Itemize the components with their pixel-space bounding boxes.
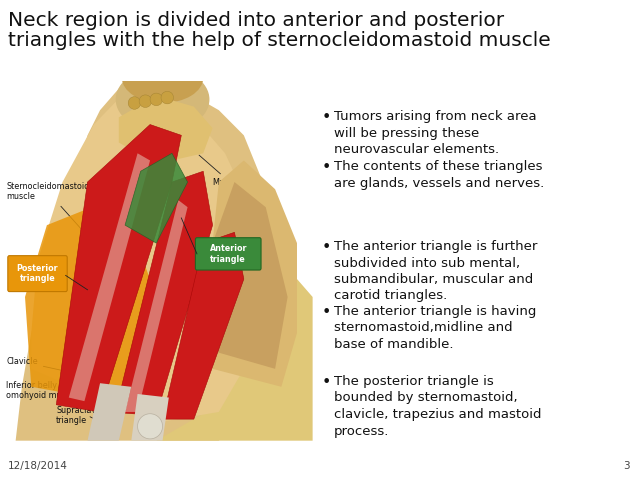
Text: •: • bbox=[322, 375, 331, 390]
Ellipse shape bbox=[150, 93, 163, 106]
Text: Supraclavicular
triangle: Supraclavicular triangle bbox=[56, 406, 119, 425]
FancyBboxPatch shape bbox=[8, 256, 67, 292]
Ellipse shape bbox=[122, 53, 204, 103]
Text: Clavicle: Clavicle bbox=[6, 357, 85, 376]
Polygon shape bbox=[56, 125, 181, 412]
FancyBboxPatch shape bbox=[195, 238, 261, 270]
Text: triangles with the help of sternocleidomastoid muscle: triangles with the help of sternocleidom… bbox=[8, 31, 551, 50]
Polygon shape bbox=[31, 92, 256, 423]
Ellipse shape bbox=[139, 95, 152, 107]
Polygon shape bbox=[125, 200, 188, 412]
Ellipse shape bbox=[128, 97, 140, 109]
Text: Anterior
triangle: Anterior triangle bbox=[209, 244, 247, 263]
Text: •: • bbox=[322, 305, 331, 320]
Text: Mandible: Mandible bbox=[199, 155, 249, 187]
Ellipse shape bbox=[115, 67, 209, 132]
Polygon shape bbox=[110, 171, 212, 416]
Polygon shape bbox=[25, 196, 150, 405]
Polygon shape bbox=[212, 160, 297, 387]
Text: Neck region is divided into anterior and posterior: Neck region is divided into anterior and… bbox=[8, 11, 504, 30]
Polygon shape bbox=[131, 394, 169, 441]
Polygon shape bbox=[163, 232, 244, 419]
Text: Tumors arising from neck area
will be pressing these
neurovascular elements.: Tumors arising from neck area will be pr… bbox=[334, 110, 537, 156]
Text: 12/18/2014: 12/18/2014 bbox=[8, 461, 68, 471]
Polygon shape bbox=[69, 153, 150, 401]
Text: •: • bbox=[322, 240, 331, 255]
Polygon shape bbox=[87, 383, 131, 441]
Text: Sternocleidomastoid
muscle: Sternocleidomastoid muscle bbox=[6, 182, 92, 241]
Text: •: • bbox=[322, 160, 331, 175]
Text: Posterior
triangle: Posterior triangle bbox=[17, 264, 58, 284]
Text: 3: 3 bbox=[623, 461, 630, 471]
Text: The anterior triangle is further
subdivided into sub mental,
submandibular, musc: The anterior triangle is further subdivi… bbox=[334, 240, 537, 303]
Text: The posterior triangle is
bounded by sternomastoid,
clavicle, trapezius and mast: The posterior triangle is bounded by ste… bbox=[334, 375, 542, 437]
Text: Inferior belly of
omohyoid muscle: Inferior belly of omohyoid muscle bbox=[6, 381, 91, 404]
Text: •: • bbox=[322, 110, 331, 125]
Polygon shape bbox=[119, 96, 212, 160]
Polygon shape bbox=[212, 182, 288, 369]
Ellipse shape bbox=[138, 414, 163, 439]
Polygon shape bbox=[156, 261, 313, 441]
Text: The anterior triangle is having
sternomastoid,midline and
base of mandible.: The anterior triangle is having sternoma… bbox=[334, 305, 537, 351]
Text: The contents of these triangles
are glands, vessels and nerves.: The contents of these triangles are glan… bbox=[334, 160, 544, 190]
Polygon shape bbox=[125, 153, 188, 243]
Polygon shape bbox=[15, 81, 275, 441]
Ellipse shape bbox=[161, 91, 174, 104]
